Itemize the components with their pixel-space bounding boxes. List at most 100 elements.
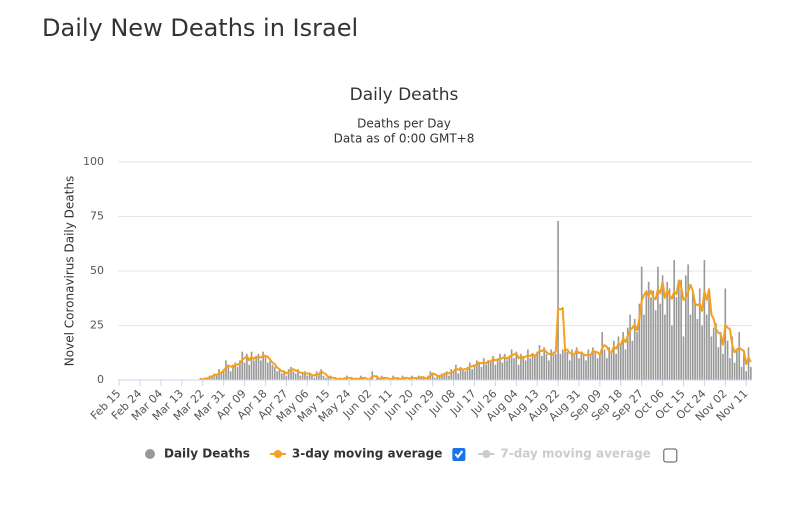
bar bbox=[547, 360, 550, 380]
bar bbox=[747, 347, 750, 380]
bar bbox=[633, 318, 636, 380]
bar bbox=[508, 356, 511, 380]
bar bbox=[464, 371, 467, 380]
page-heading: Daily New Deaths in Israel bbox=[42, 14, 359, 42]
bar bbox=[376, 377, 378, 380]
legend-item[interactable]: 3-day moving average bbox=[269, 447, 442, 461]
bar bbox=[513, 358, 515, 380]
bar bbox=[315, 371, 318, 380]
bar bbox=[564, 347, 566, 380]
average-line bbox=[200, 279, 752, 381]
bar bbox=[613, 340, 615, 380]
bar bbox=[292, 371, 295, 380]
bar bbox=[278, 369, 281, 380]
legend-item[interactable]: Daily Deaths bbox=[145, 447, 250, 461]
bar bbox=[501, 362, 504, 380]
bar bbox=[443, 373, 446, 380]
bar bbox=[626, 327, 629, 380]
bar bbox=[622, 332, 624, 380]
bar bbox=[236, 366, 239, 380]
bar bbox=[552, 351, 555, 380]
bar bbox=[515, 351, 518, 380]
bar bbox=[724, 288, 727, 380]
bar bbox=[327, 377, 329, 380]
bar bbox=[313, 377, 316, 380]
bar bbox=[666, 281, 669, 380]
bar bbox=[689, 314, 692, 380]
bar bbox=[543, 347, 545, 380]
bar bbox=[273, 366, 276, 380]
bar bbox=[606, 358, 608, 380]
bar bbox=[218, 369, 220, 380]
bar bbox=[594, 351, 597, 380]
bar bbox=[538, 345, 541, 380]
bar bbox=[522, 356, 525, 380]
bar bbox=[496, 358, 499, 380]
legend-checkbox[interactable] bbox=[452, 448, 466, 461]
bar bbox=[550, 349, 552, 380]
legend-label: Daily Deaths bbox=[164, 447, 250, 461]
bar bbox=[582, 353, 585, 380]
chart-note: Data as of 0:00 GMT+8 bbox=[334, 132, 475, 146]
bar bbox=[696, 318, 699, 380]
bar bbox=[213, 373, 216, 380]
bar bbox=[608, 347, 610, 380]
bar bbox=[571, 349, 573, 380]
bar bbox=[636, 332, 638, 380]
bar bbox=[527, 349, 529, 380]
bar bbox=[420, 377, 422, 380]
bar bbox=[619, 345, 622, 380]
bar bbox=[250, 351, 253, 380]
y-axis-title: Novel Coronavirus Daily Deaths bbox=[63, 176, 77, 366]
bar bbox=[471, 369, 473, 380]
checkbox-check bbox=[454, 450, 464, 459]
bar bbox=[450, 369, 453, 380]
bar bbox=[283, 371, 285, 380]
bar bbox=[541, 356, 543, 380]
bar bbox=[731, 336, 734, 380]
bar bbox=[287, 369, 290, 380]
bar bbox=[650, 297, 652, 380]
bar bbox=[457, 373, 460, 380]
checkbox-box bbox=[663, 448, 678, 463]
bar bbox=[554, 353, 557, 380]
bar bbox=[578, 358, 580, 380]
bar bbox=[318, 373, 320, 380]
legend-label: 7-day moving average bbox=[500, 447, 650, 461]
bar bbox=[227, 366, 230, 380]
y-tick-label: 50 bbox=[90, 264, 104, 277]
bar bbox=[691, 292, 694, 380]
bar bbox=[215, 375, 218, 380]
bar bbox=[654, 310, 657, 380]
bar bbox=[682, 336, 685, 380]
bar bbox=[740, 366, 743, 380]
bar bbox=[629, 314, 631, 380]
legend-symbol bbox=[482, 450, 491, 458]
bar bbox=[253, 360, 255, 380]
bar bbox=[383, 377, 385, 380]
bar bbox=[225, 360, 227, 380]
bar bbox=[311, 375, 313, 380]
chart-title: Daily Deaths bbox=[350, 85, 459, 105]
bar bbox=[738, 332, 741, 380]
bar bbox=[592, 347, 594, 380]
bar bbox=[745, 371, 748, 380]
bar bbox=[222, 369, 225, 380]
bar bbox=[531, 353, 534, 380]
bar bbox=[726, 340, 729, 380]
bar bbox=[596, 358, 599, 380]
bar bbox=[489, 360, 492, 380]
bar bbox=[631, 340, 634, 380]
bar bbox=[325, 377, 327, 380]
legend-label: 3-day moving average bbox=[292, 447, 442, 461]
legend-checkbox[interactable] bbox=[663, 448, 678, 463]
bar bbox=[610, 351, 613, 380]
bar bbox=[680, 279, 682, 380]
bar bbox=[659, 303, 662, 380]
y-tick-label: 0 bbox=[97, 373, 104, 386]
bar bbox=[257, 353, 260, 380]
bar bbox=[434, 377, 436, 380]
legend-item[interactable]: 7-day moving average bbox=[478, 447, 651, 461]
bar bbox=[712, 327, 715, 380]
